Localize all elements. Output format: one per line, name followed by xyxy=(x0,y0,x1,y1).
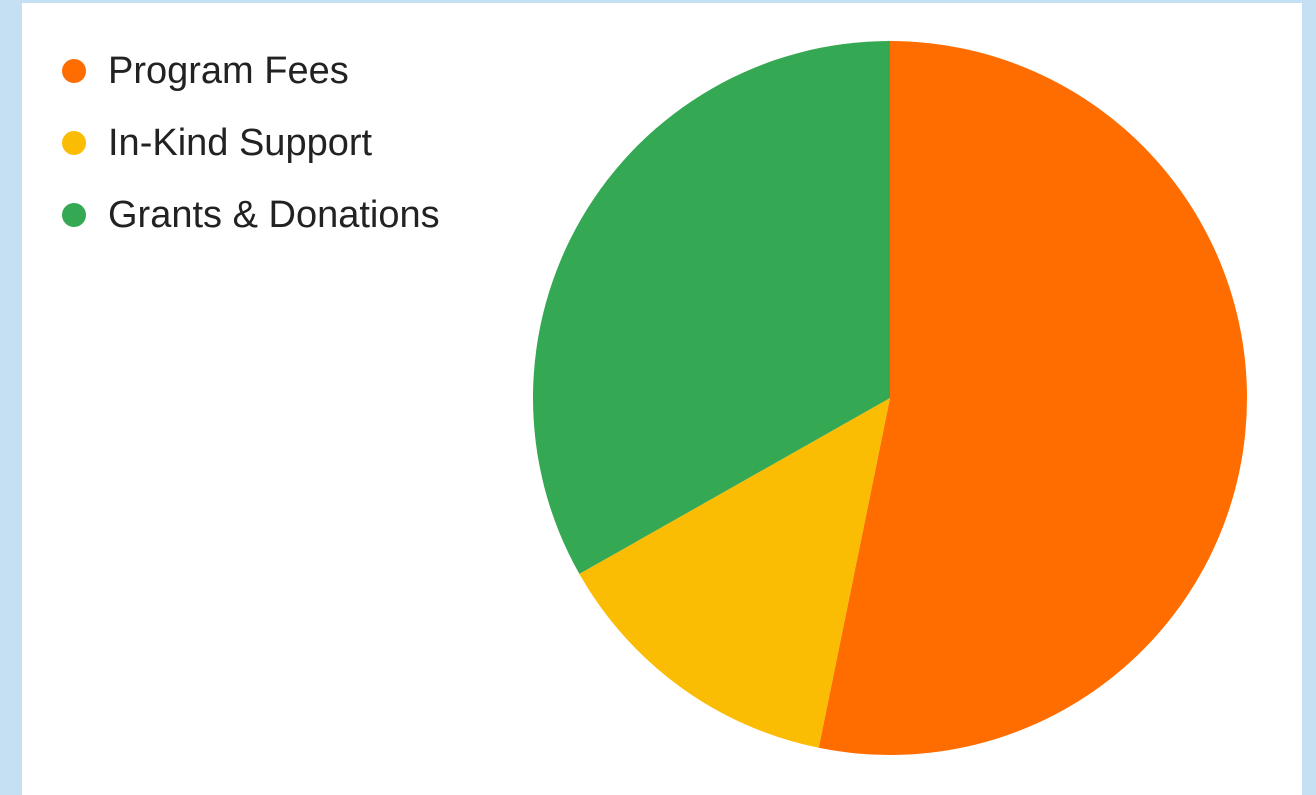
pie-slice-program-fees[interactable] xyxy=(818,41,1247,755)
legend-label-grants-donations: Grants & Donations xyxy=(108,194,440,236)
legend-swatch-grants-donations xyxy=(62,203,86,227)
legend-label-in-kind-support: In-Kind Support xyxy=(108,122,373,164)
pie-slice-in-kind-support[interactable] xyxy=(579,398,890,748)
pie-slice-grants-donations[interactable] xyxy=(533,41,890,574)
legend-swatch-in-kind-support xyxy=(62,131,86,155)
legend-swatch-program-fees xyxy=(62,59,86,83)
legend-label-program-fees: Program Fees xyxy=(108,50,349,92)
